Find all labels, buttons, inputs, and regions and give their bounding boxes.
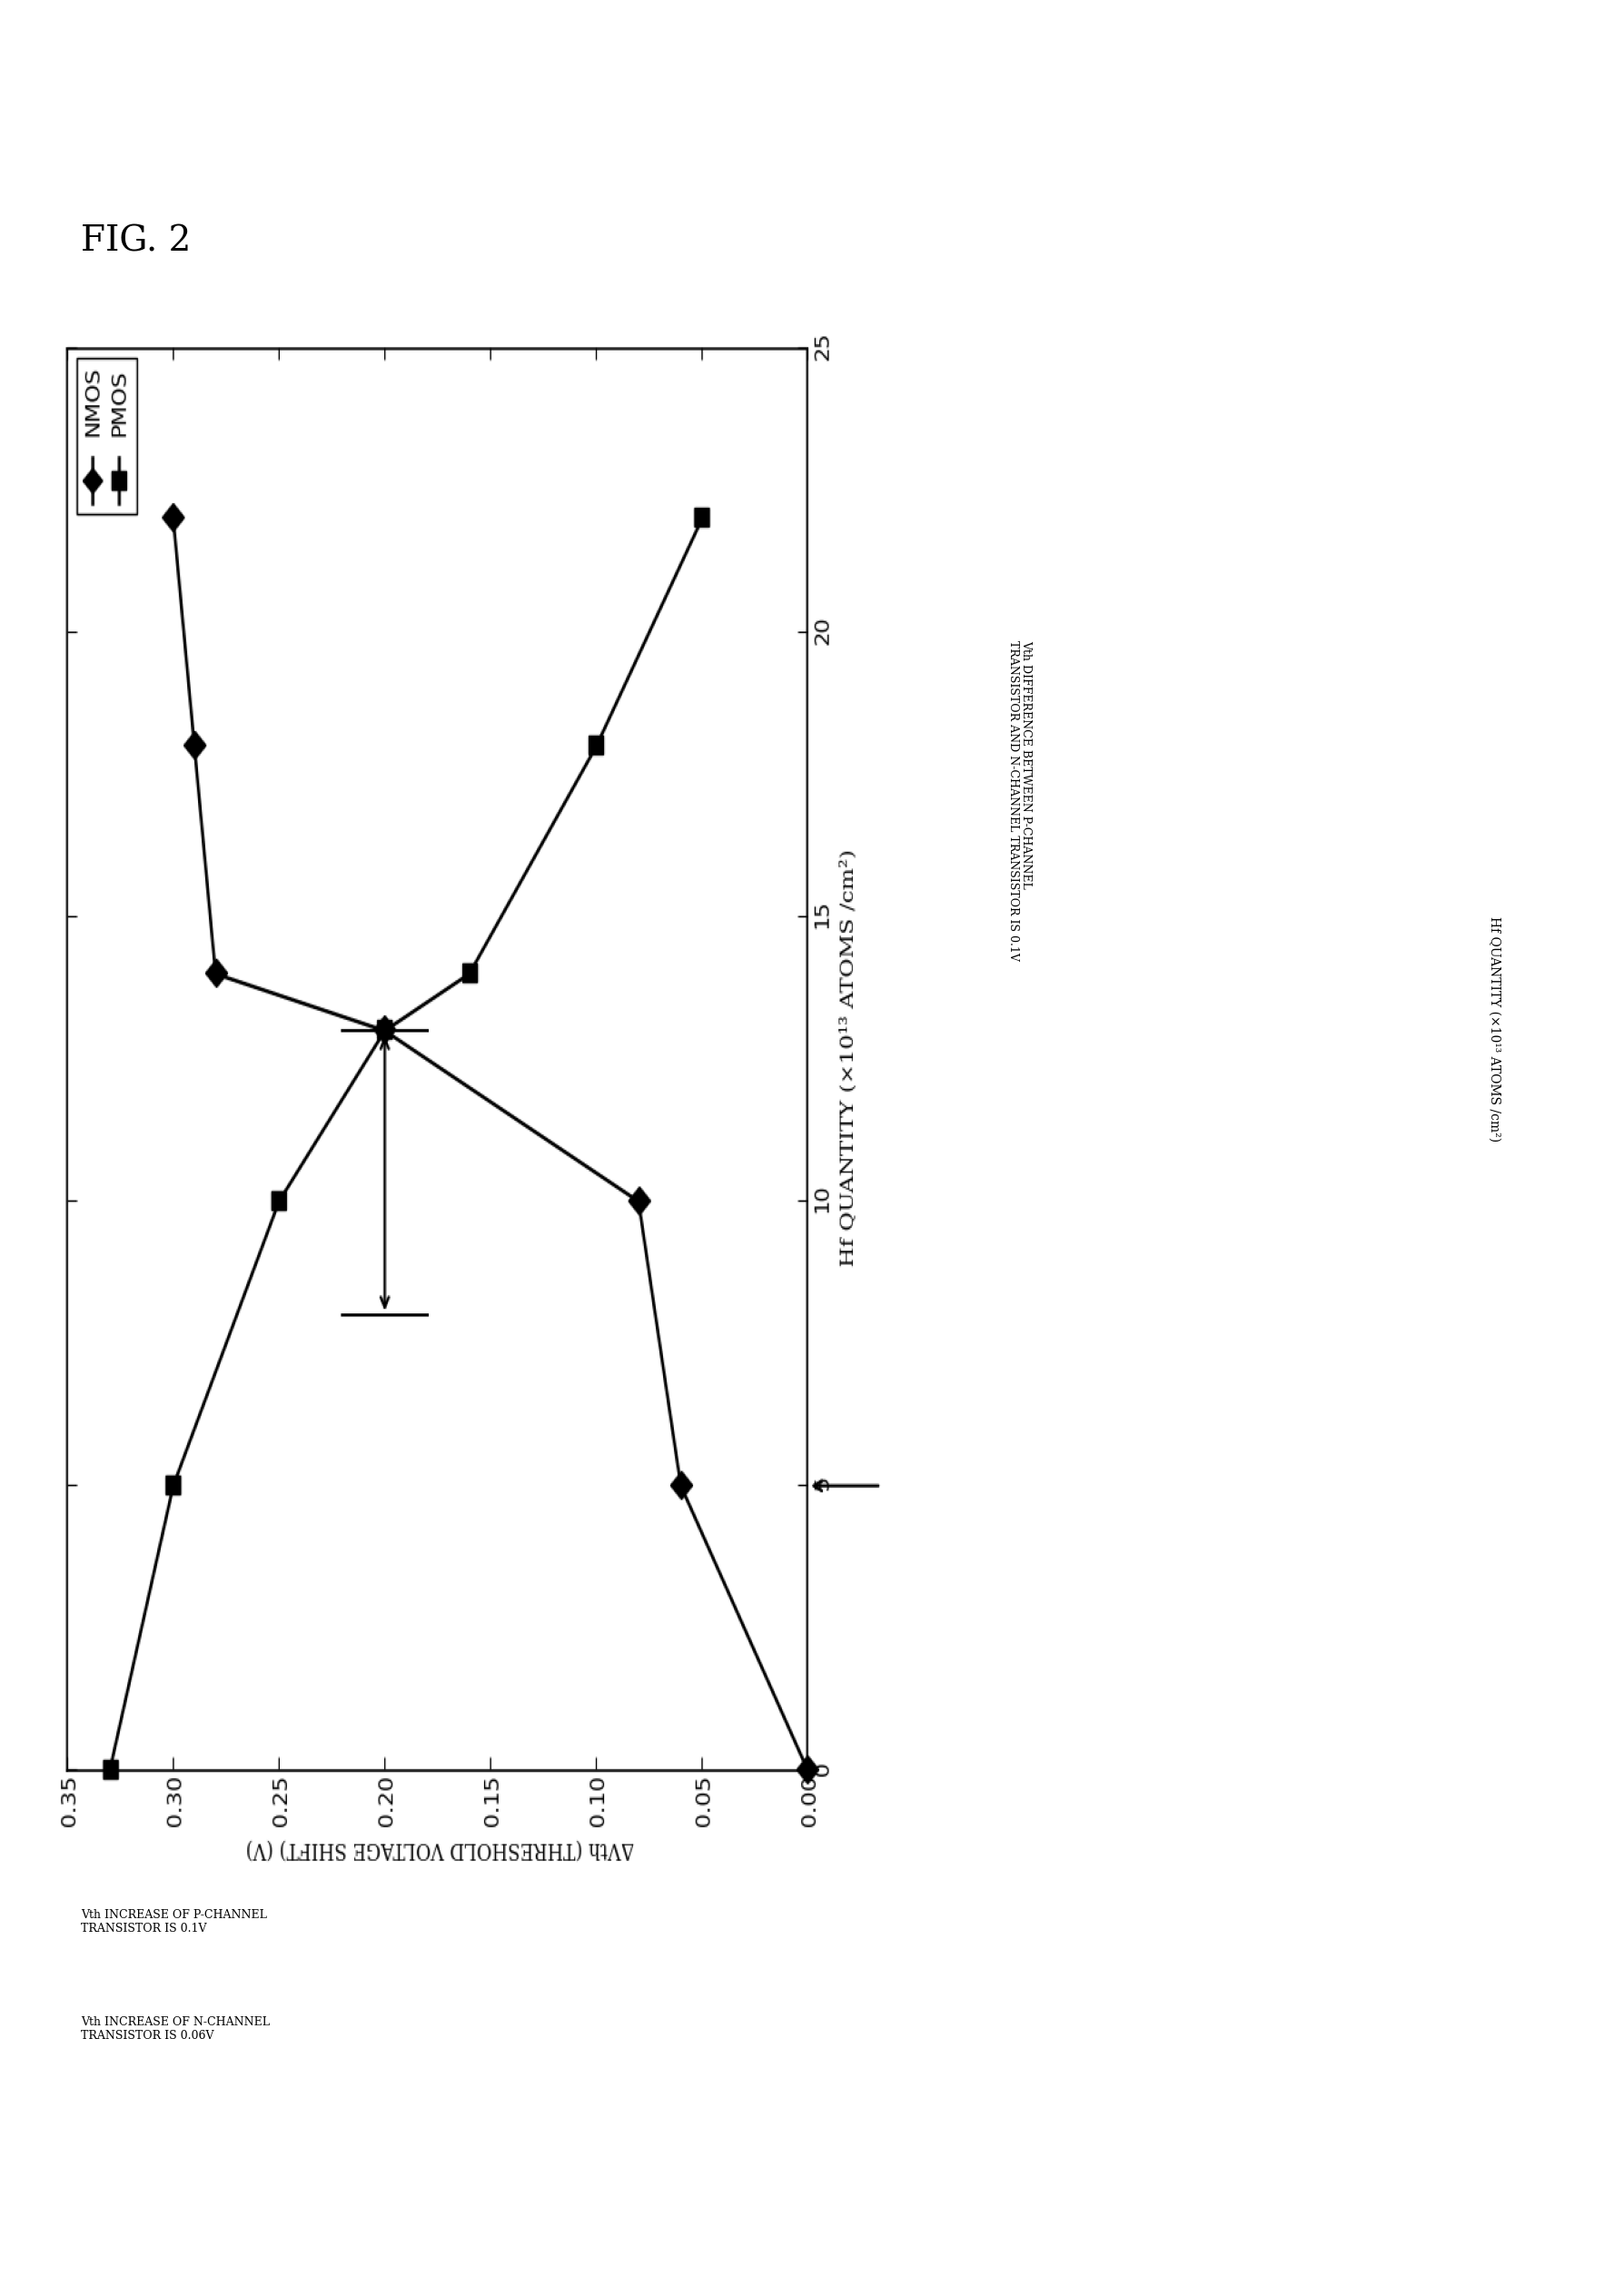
Text: Vth INCREASE OF N-CHANNEL
TRANSISTOR IS 0.06V: Vth INCREASE OF N-CHANNEL TRANSISTOR IS …	[81, 2016, 270, 2041]
Text: Hf QUANTITY (×10¹³ ATOMS /cm²): Hf QUANTITY (×10¹³ ATOMS /cm²)	[1488, 917, 1501, 1141]
Text: Vth INCREASE OF P-CHANNEL
TRANSISTOR IS 0.1V: Vth INCREASE OF P-CHANNEL TRANSISTOR IS …	[81, 1909, 268, 1934]
Text: Vth DIFFERENCE BETWEEN P-CHANNEL
TRANSISTOR AND N-CHANNEL TRANSISTOR IS 0.1V: Vth DIFFERENCE BETWEEN P-CHANNEL TRANSIS…	[1007, 640, 1033, 960]
Text: FIG. 2: FIG. 2	[81, 224, 192, 258]
